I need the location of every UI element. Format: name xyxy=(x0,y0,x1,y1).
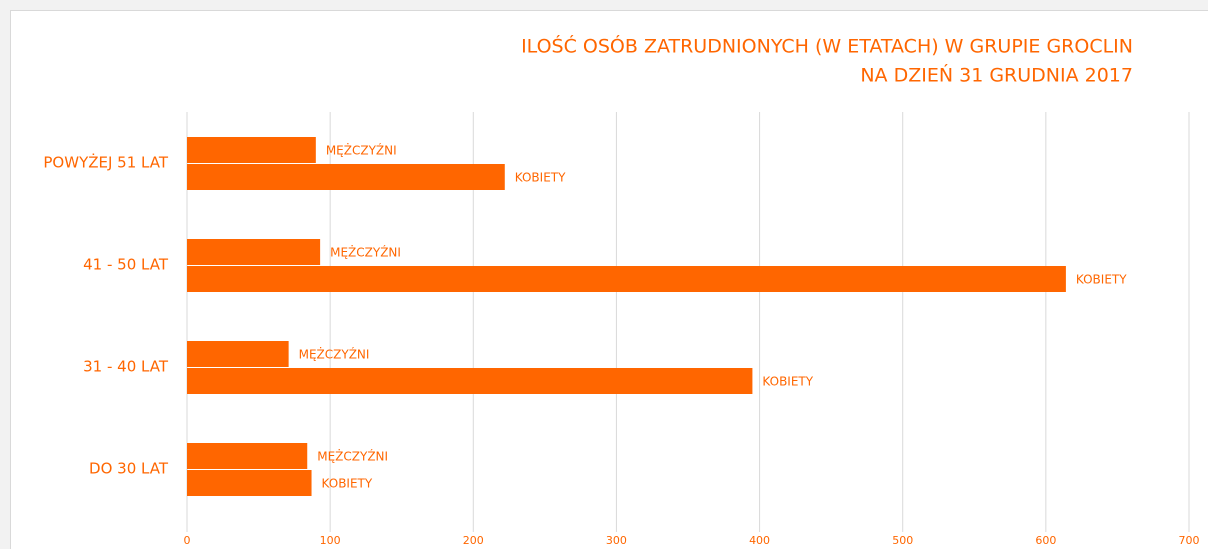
bar-label: MĘŻCZYŹNI xyxy=(330,245,401,260)
x-tick-label: 200 xyxy=(463,534,484,547)
x-tick-label: 600 xyxy=(1035,534,1056,547)
bar-label: KOBIETY xyxy=(322,477,373,491)
x-tick-label: 300 xyxy=(606,534,627,547)
bar-label: MĘŻCZYŹNI xyxy=(299,347,370,362)
bar xyxy=(187,341,289,367)
y-tick-label: 41 - 50 LAT xyxy=(83,256,169,274)
bar xyxy=(187,164,505,190)
bar-label: KOBIETY xyxy=(515,171,566,185)
chart-title: ILOŚĆ OSÓB ZATRUDNIONYCH (W ETATACH) W G… xyxy=(521,34,1133,58)
bar xyxy=(187,239,321,265)
bar-label: KOBIETY xyxy=(762,375,813,389)
x-tick-label: 500 xyxy=(892,534,913,547)
y-tick-label: DO 30 LAT xyxy=(89,460,169,478)
x-tick-label: 700 xyxy=(1179,534,1200,547)
bar xyxy=(187,368,753,394)
bar-label: KOBIETY xyxy=(1076,273,1127,287)
bar-label: MĘŻCZYŹNI xyxy=(317,449,388,464)
chart-title: NA DZIEŃ 31 GRUDNIA 2017 xyxy=(860,64,1133,87)
x-tick-label: 0 xyxy=(184,534,191,547)
bar xyxy=(187,137,316,163)
x-tick-label: 100 xyxy=(320,534,341,547)
bar xyxy=(187,266,1066,292)
x-tick-label: 400 xyxy=(749,534,770,547)
y-tick-label: 31 - 40 LAT xyxy=(83,358,169,376)
bar-label: MĘŻCZYŹNI xyxy=(326,143,397,158)
bar xyxy=(187,470,312,496)
bar xyxy=(187,443,308,469)
y-tick-label: POWYŻEJ 51 LAT xyxy=(43,153,168,172)
